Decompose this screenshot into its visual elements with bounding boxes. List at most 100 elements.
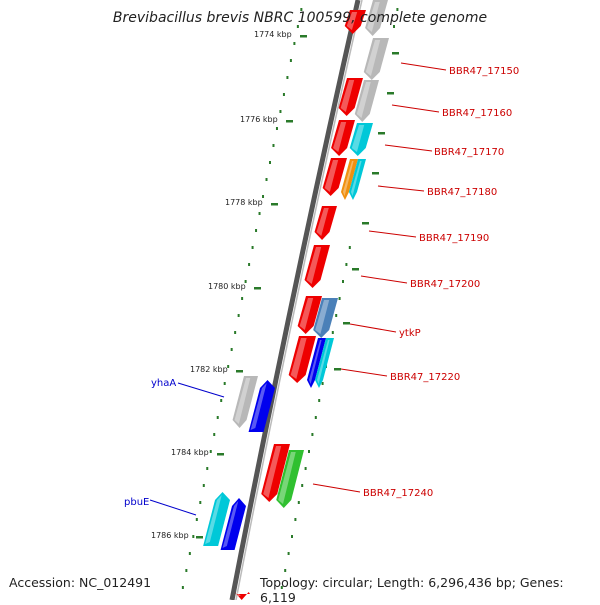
leader-line <box>368 230 417 238</box>
gene-gray-body <box>363 38 389 80</box>
gene-gray <box>365 0 388 36</box>
gene-cyan <box>349 123 373 156</box>
ring-dot <box>282 93 285 96</box>
ring-dot <box>199 501 202 504</box>
ring-dot <box>275 127 278 130</box>
ring-dot <box>321 382 324 385</box>
gene-red-shine <box>290 338 307 379</box>
gene-label-bbr47-17170[interactable]: BBR47_17170 <box>434 147 504 158</box>
gene-blue-body <box>307 338 326 388</box>
gene-red-body <box>331 120 355 156</box>
accession-text: Accession: NC_012491 <box>9 575 152 590</box>
gene-gray <box>232 376 258 428</box>
gene-gray-shine <box>234 378 251 424</box>
ring-dot <box>280 586 283 589</box>
gene-steelblue-body <box>313 298 338 338</box>
ring-dot <box>331 331 334 334</box>
gene-red <box>304 245 330 288</box>
gene-red-body <box>297 296 322 334</box>
outer-dotted-ring <box>280 8 399 589</box>
ring-dot <box>286 76 289 79</box>
gene-red-shine <box>340 80 355 112</box>
genome-summary-text: Topology: circular; Length: 6,296,436 bp… <box>260 575 564 605</box>
gene-label-yhaa[interactable]: yhaA <box>151 378 176 389</box>
ring-dot <box>244 280 247 283</box>
ring-dot <box>284 569 287 572</box>
gene-green-body <box>276 450 304 508</box>
gene-cyan <box>348 159 366 200</box>
ring-dot <box>213 433 216 436</box>
gene-label-bbr47-17190[interactable]: BBR47_17190 <box>419 233 489 244</box>
ring-dot <box>216 416 219 419</box>
tick-label-1784: 1784 kbp <box>171 448 209 457</box>
ring-dot <box>318 399 321 402</box>
gene-red <box>338 78 363 116</box>
gene-steelblue <box>313 298 338 338</box>
leader-line <box>377 185 425 192</box>
gene-cyan-body <box>348 159 366 200</box>
ring-dot <box>396 8 399 11</box>
gene-red <box>322 158 347 196</box>
gene-label-pbue[interactable]: pbuE <box>124 497 149 508</box>
ring-dot <box>293 42 296 45</box>
ring-dot <box>248 263 251 266</box>
kbp-tick <box>254 287 261 290</box>
gene-label-bbr47-17220[interactable]: BBR47_17220 <box>390 372 460 383</box>
outer-tick <box>378 132 385 135</box>
gene-label-ytkp[interactable]: ytkP <box>399 328 421 339</box>
gene-cyan-body <box>203 492 230 546</box>
gene-gray-body <box>365 0 388 36</box>
tick-label-1778: 1778 kbp <box>225 198 263 207</box>
gene-red-shine <box>333 122 347 152</box>
ring-dot <box>342 280 344 283</box>
ring-dot <box>297 501 300 504</box>
gene-red-shine <box>316 208 329 236</box>
ring-dot <box>300 8 303 11</box>
gene-green-shine <box>278 452 296 504</box>
ring-dot <box>255 229 258 232</box>
outer-tick <box>362 222 369 225</box>
kbp-tick <box>300 35 307 38</box>
gene-blue-shine <box>309 340 322 384</box>
ring-dot <box>393 25 395 28</box>
leader-line <box>391 104 440 113</box>
ring-dot <box>311 433 314 436</box>
gene-red-body <box>234 592 250 600</box>
gene-red-body <box>304 245 330 288</box>
gene-label-bbr47-17160[interactable]: BBR47_17160 <box>442 108 512 119</box>
ring-dot <box>237 314 240 317</box>
ring-dot <box>192 535 195 538</box>
gene-label-bbr47-17180[interactable]: BBR47_17180 <box>427 187 497 198</box>
ring-dot <box>223 382 226 385</box>
gene-gray <box>363 38 389 80</box>
gene-cyan-body <box>315 338 334 388</box>
gene-label-bbr47-17240[interactable]: BBR47_17240 <box>363 488 433 499</box>
ring-dot <box>348 246 351 249</box>
inner-dotted-ring <box>181 8 303 589</box>
gene-red-shine <box>346 12 358 30</box>
outer-tick <box>334 368 341 371</box>
gene-red-shine <box>236 592 243 596</box>
label-leaders <box>149 62 447 516</box>
gene-label-bbr47-17150[interactable]: BBR47_17150 <box>449 66 519 77</box>
ring-dot <box>294 518 297 521</box>
ring-dot <box>181 586 184 589</box>
gene-green <box>276 450 304 508</box>
ring-dot <box>241 297 244 300</box>
kbp-ticks <box>196 35 399 539</box>
gene-red-body <box>261 444 290 502</box>
gene-red <box>297 296 322 334</box>
gene-steelblue-shine <box>315 300 330 334</box>
ring-dot <box>289 59 292 62</box>
genome-backbone-highlight <box>235 0 363 600</box>
ring-dot <box>287 552 290 555</box>
gene-red <box>344 10 366 34</box>
gene-gray-body <box>354 80 379 122</box>
tick-label-1780: 1780 kbp <box>208 282 246 291</box>
gene-cyan-shine <box>205 495 222 544</box>
gene-label-bbr47-17200[interactable]: BBR47_17200 <box>410 279 480 290</box>
gene-red-body <box>314 206 337 240</box>
gene-gray-shine <box>367 2 380 32</box>
leader-line <box>400 62 447 71</box>
gene-red-shine <box>263 446 282 498</box>
